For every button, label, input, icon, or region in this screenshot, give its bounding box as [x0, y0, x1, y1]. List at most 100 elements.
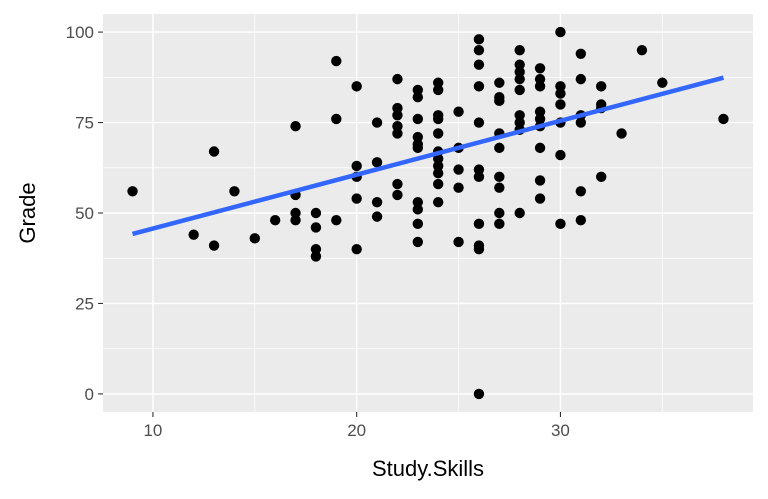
trend-line [131, 75, 725, 237]
data-point [453, 164, 464, 175]
data-point [534, 175, 546, 186]
data-point [290, 215, 301, 226]
data-point [595, 81, 607, 92]
data-point [473, 218, 485, 230]
data-point [392, 178, 403, 190]
data-point [331, 215, 342, 226]
data-point [331, 55, 342, 67]
data-point [473, 81, 485, 92]
data-point [453, 106, 464, 117]
data-point [555, 88, 566, 99]
data-point [392, 102, 403, 114]
data-point [351, 243, 362, 255]
data-point [392, 73, 403, 85]
data-point [555, 81, 566, 92]
data-point [555, 218, 566, 230]
data-point [473, 164, 485, 175]
data-point [290, 120, 301, 132]
x-tick-label: 30 [551, 421, 570, 440]
data-point [371, 117, 383, 128]
data-point [412, 204, 424, 215]
data-point [453, 236, 464, 248]
data-point [310, 243, 322, 255]
trend-line-group [131, 75, 725, 237]
data-point [575, 186, 587, 197]
data-point [514, 59, 525, 70]
data-point [392, 120, 403, 132]
data-point [473, 44, 485, 56]
data-point [514, 117, 525, 128]
y-tick-label: 100 [66, 23, 94, 42]
data-point [351, 81, 362, 92]
data-point [473, 59, 485, 70]
data-point [351, 160, 362, 172]
data-point [514, 44, 525, 56]
y-tick-label: 75 [75, 114, 94, 133]
data-point [127, 186, 138, 197]
data-point [494, 182, 505, 193]
data-point [636, 44, 648, 56]
y-tick-label: 25 [75, 294, 94, 313]
data-point [555, 26, 566, 38]
data-point [188, 229, 199, 240]
data-point [473, 34, 485, 45]
data-point [432, 113, 444, 125]
data-point [514, 66, 525, 78]
data-point [494, 171, 505, 183]
data-point [412, 92, 424, 103]
data-point [208, 240, 220, 251]
data-point [331, 113, 342, 125]
data-point [392, 128, 403, 139]
data-point [534, 63, 546, 74]
data-point [494, 142, 505, 154]
data-point [432, 196, 444, 208]
data-point [351, 193, 362, 204]
data-point [575, 215, 587, 226]
data-point [514, 207, 525, 219]
x-axis-title: Study.Skills [372, 456, 484, 481]
y-tick-label: 50 [75, 204, 94, 223]
tick-labels: 10 20 30 0 25 50 75 100 [66, 23, 570, 440]
data-point [575, 117, 587, 128]
y-tick-label: 0 [85, 385, 94, 404]
data-point [514, 73, 525, 85]
data-point [534, 73, 546, 85]
data-points [127, 26, 729, 400]
data-point [494, 77, 505, 88]
data-point [412, 142, 424, 154]
data-point [432, 168, 444, 179]
data-point [473, 117, 485, 128]
data-point [249, 233, 261, 244]
data-point [534, 106, 546, 117]
data-point [371, 196, 383, 208]
data-point [371, 157, 383, 168]
data-point [473, 388, 485, 400]
y-axis-title: Grade [15, 182, 40, 243]
data-point [310, 222, 322, 233]
data-point [616, 128, 627, 139]
data-point [534, 81, 546, 92]
data-point [310, 207, 322, 219]
data-point [514, 110, 525, 121]
data-point [494, 207, 505, 219]
data-point [473, 171, 485, 183]
data-point [412, 84, 424, 96]
axis-ticks [98, 31, 561, 417]
data-point [555, 149, 566, 161]
data-point [432, 84, 444, 96]
data-point [595, 171, 607, 183]
data-point [412, 113, 424, 125]
data-point [412, 236, 424, 248]
data-point [208, 146, 220, 157]
x-tick-label: 20 [347, 421, 366, 440]
data-point [534, 193, 546, 204]
data-point [290, 207, 301, 219]
data-point [555, 99, 566, 110]
data-point [412, 131, 424, 143]
data-point [371, 211, 383, 222]
data-point [494, 218, 505, 230]
data-point [657, 77, 668, 88]
data-point [269, 215, 281, 226]
data-point [310, 251, 322, 262]
